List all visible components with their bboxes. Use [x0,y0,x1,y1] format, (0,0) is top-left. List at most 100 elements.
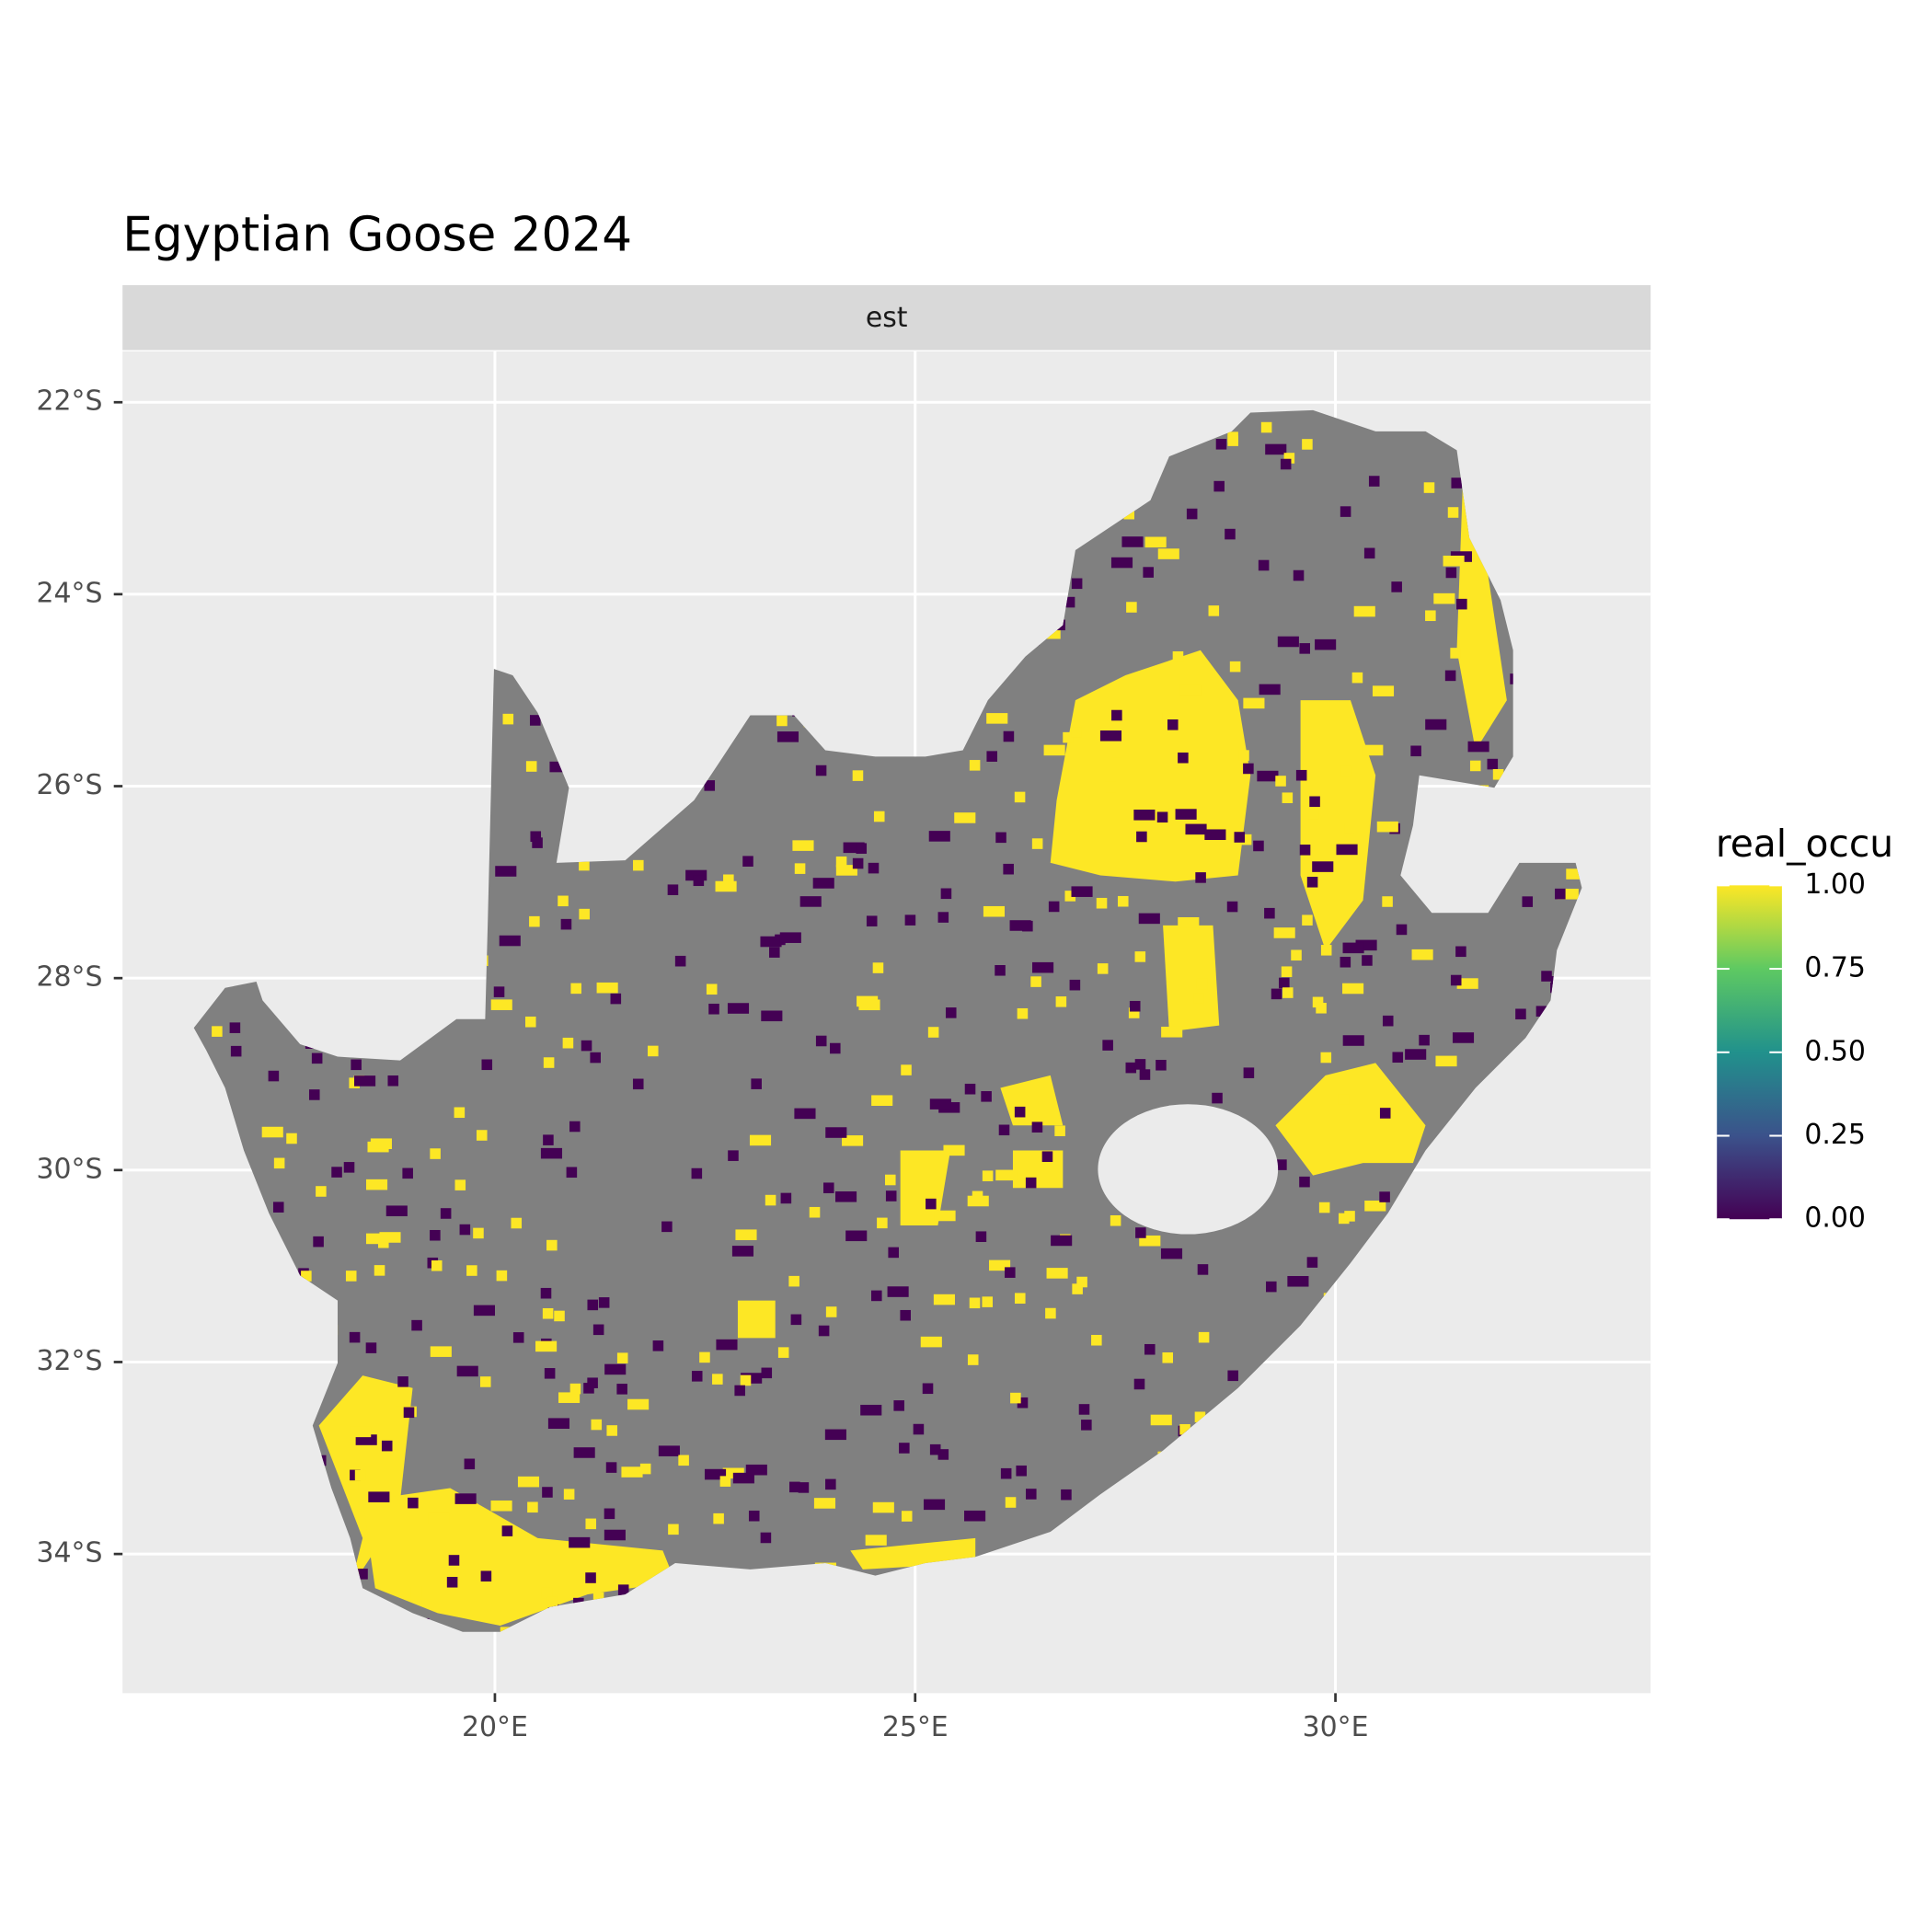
cell [1411,949,1433,960]
high-occupancy-patch [737,1300,776,1339]
cell [529,715,541,726]
cell [761,1367,773,1379]
cell [476,1130,488,1141]
cell [1091,1334,1102,1346]
cell [871,1290,882,1302]
cell [431,1259,443,1271]
cell [581,1040,592,1052]
cell [365,1342,377,1353]
cell [798,1482,810,1493]
cell [1045,1307,1056,1319]
cell [852,857,864,869]
cell [1312,861,1334,872]
cell [587,1377,598,1389]
high-occupancy-patch [318,1375,413,1589]
cell [1129,1000,1141,1012]
cell [812,878,834,889]
cell [1342,1035,1364,1046]
cell [1195,872,1206,883]
cell [825,1306,837,1317]
high-occupancy-patch [1275,1063,1426,1176]
cell [1031,1121,1043,1133]
lesotho-gap [1098,1104,1279,1235]
cell [716,1339,738,1351]
cell [473,1305,496,1317]
cell [1535,1006,1547,1017]
cell [544,1368,556,1379]
cell [1071,886,1093,897]
cell [843,842,865,854]
cell [331,1167,342,1178]
cell [1156,811,1168,823]
cell [933,1294,955,1305]
cell [1344,1211,1355,1222]
cell [852,770,864,781]
cell [558,895,569,907]
cell [674,955,686,967]
cell [1003,730,1015,742]
cell [945,1007,957,1018]
cell [1072,1283,1083,1294]
y-tick-label: 26°S [36,769,102,801]
cell [1111,747,1122,758]
cell [540,1147,563,1159]
cell [1342,983,1364,995]
cell [1423,482,1435,493]
cell [776,731,799,742]
cell [1336,844,1358,856]
cell [606,1425,617,1436]
cell [1492,768,1504,780]
cell [1193,993,1204,1004]
high-occupancy-patch [1050,650,1251,882]
cell [885,1190,897,1202]
cell [1435,1055,1457,1067]
y-tick-label: 24°S [36,577,102,609]
cell [765,1194,776,1206]
cell [639,1463,651,1475]
cell [313,1236,324,1248]
chart-title: Egyptian Goose 2024 [122,207,632,262]
cell [1260,421,1272,433]
cell [825,1478,836,1490]
cell [512,1332,524,1343]
cell [1277,636,1299,648]
legend: 0.00 0.25 0.50 0.75 1.00 [1717,868,1866,1235]
cell [1229,661,1241,673]
cell [490,1500,512,1512]
cell [1031,838,1043,849]
cell [496,1270,508,1282]
cell [748,1510,760,1522]
cell [923,1499,946,1511]
cell [691,1167,703,1179]
cell [1196,978,1208,990]
cell [1243,697,1265,709]
cell [448,1555,460,1566]
cell [1275,776,1286,787]
cell [1419,1034,1430,1046]
cell [402,1167,413,1179]
cell [719,1476,731,1487]
cell [532,837,543,848]
cell [1396,924,1408,936]
cell [1138,913,1160,925]
cell [1178,752,1189,764]
cell [543,1134,554,1145]
cell [873,811,885,822]
cell [901,1511,913,1522]
legend-tick-label: 0.25 [1804,1119,1866,1151]
cell [1243,1067,1255,1078]
cell [511,1217,523,1229]
cell [357,1569,368,1580]
high-occupancy-patch [1012,1150,1064,1189]
cell [1259,684,1281,696]
cell [1264,907,1275,919]
cell [558,1392,581,1403]
cell [920,1336,942,1348]
cell [745,1464,767,1476]
cell [1405,1049,1427,1060]
cell [981,1091,992,1102]
cell [495,866,517,877]
cell [1064,891,1076,902]
cell [813,1498,836,1509]
